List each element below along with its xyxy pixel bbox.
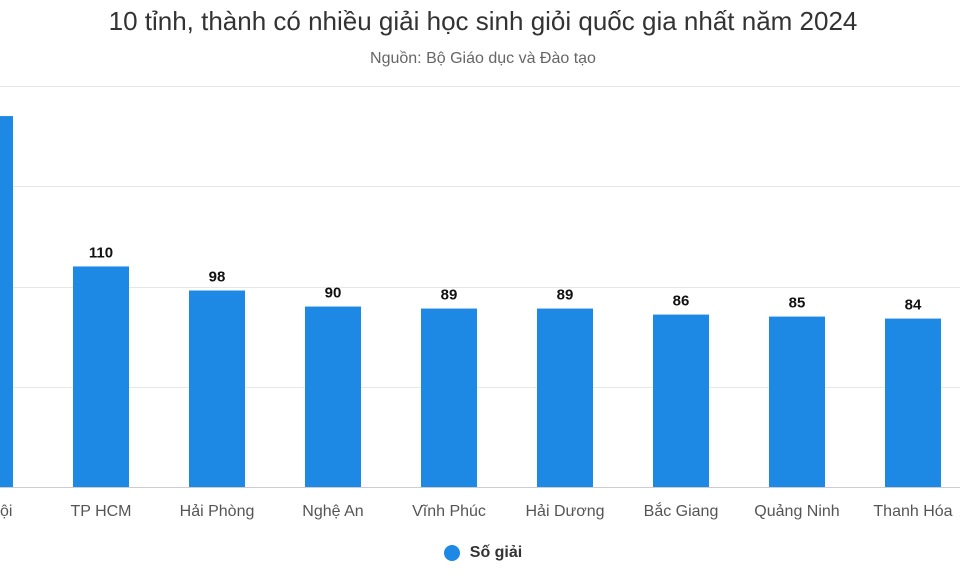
category-label: TP HCM — [70, 503, 131, 520]
bar-value-label: 84 — [905, 297, 922, 314]
category-label: Nghệ An — [302, 503, 363, 520]
category-label: Thanh Hóa — [873, 503, 952, 520]
category-label: Bắc Giang — [644, 501, 719, 520]
category-label: ội — [0, 503, 12, 520]
bar-value-label: 98 — [209, 269, 226, 286]
bar-value-label: 89 — [557, 287, 574, 304]
bar[interactable] — [537, 308, 593, 487]
chart-subtitle: Nguồn: Bộ Giáo dục và Đào tạo — [370, 50, 596, 67]
category-label: Vĩnh Phúc — [412, 503, 486, 520]
legend-marker-icon — [443, 545, 460, 561]
bar-value-label: 85 — [789, 295, 806, 312]
value-labels: 110 98 90 89 89 86 85 84 — [89, 244, 922, 313]
bar[interactable] — [421, 308, 477, 487]
bar[interactable] — [305, 306, 361, 487]
bar[interactable] — [885, 318, 941, 487]
category-labels: ội TP HCM Hải Phòng Nghệ An Vĩnh Phúc Hải Dươ… — [0, 501, 953, 520]
bar-value-label: 86 — [673, 293, 690, 310]
bars — [0, 116, 941, 487]
legend[interactable]: Số giải — [0, 544, 960, 562]
bar[interactable] — [0, 116, 13, 487]
bar-value-label: 89 — [441, 287, 458, 304]
category-label: Hải Dương — [525, 503, 604, 520]
bar-value-label: 110 — [89, 244, 113, 261]
category-label: Hải Phòng — [180, 503, 255, 520]
bar-value-label: 90 — [325, 285, 342, 302]
bar[interactable] — [769, 316, 825, 487]
legend-label: Số giải — [469, 544, 523, 561]
bar[interactable] — [189, 290, 245, 487]
chart-title: 10 tỉnh, thành có nhiều giải học sinh gi… — [108, 6, 858, 36]
bar[interactable] — [653, 314, 709, 487]
bar[interactable] — [73, 266, 129, 487]
category-label: Quảng Ninh — [754, 503, 839, 520]
